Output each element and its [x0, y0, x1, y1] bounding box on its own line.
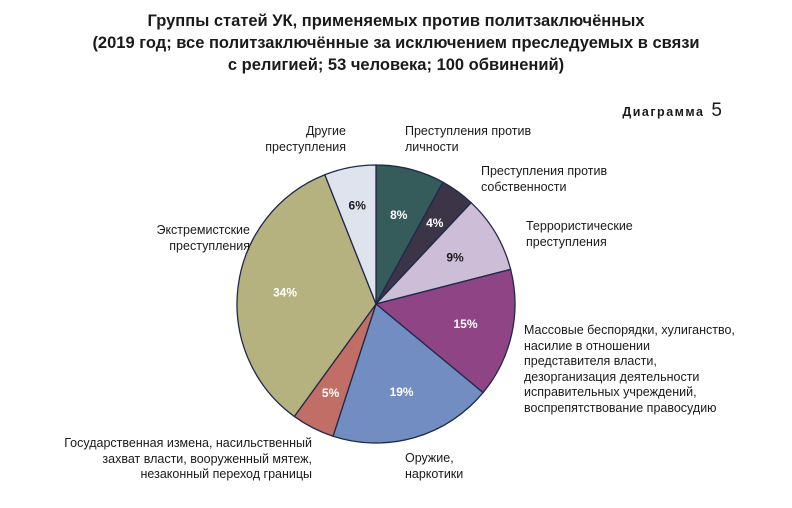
value-label-weapons: 19%: [390, 385, 414, 399]
category-label-weapons: Оружие, наркотики: [405, 451, 464, 481]
pie-slice-other: [323, 164, 377, 305]
value-label-terrorism: 9%: [446, 250, 464, 264]
category-label-riots: Массовые беспорядки, хулиганство, насили…: [524, 323, 735, 415]
category-label-extremism: Экстремистские преступления: [156, 223, 250, 253]
pie-slice-weapons: [332, 302, 485, 444]
value-label-extremism: 34%: [273, 286, 297, 300]
pie-slice-extremism: [236, 173, 377, 418]
value-label-treason: 5%: [322, 386, 340, 400]
chart-title: Группы статей УК, применяемых против пол…: [0, 10, 792, 76]
value-label-riots: 15%: [453, 317, 477, 331]
category-label-terrorism: Террористические преступления: [526, 219, 633, 249]
category-label-person: Преступления против личности: [405, 124, 532, 154]
category-label-treason: Государственная измена, насильственный з…: [64, 436, 312, 481]
diagram-label-word: Диаграмма: [622, 105, 705, 119]
value-label-property: 4%: [426, 216, 444, 230]
chart-title-line-3: с религией; 53 человека; 100 обвинений): [227, 56, 565, 74]
chart-title-line-1: Группы статей УК, применяемых против пол…: [147, 12, 645, 30]
value-label-other: 6%: [349, 199, 367, 213]
diagram-label: Диаграмма 5: [622, 100, 722, 122]
pie-slice-riots: [374, 268, 516, 394]
value-label-person: 8%: [390, 208, 408, 222]
chart-title-line-2: (2019 год; все политзаключённые за исклю…: [92, 34, 700, 52]
category-label-property: Преступления против собственности: [481, 164, 608, 194]
diagram-label-number: 5: [711, 100, 722, 121]
category-label-other: Другие преступления: [265, 124, 346, 154]
pie-slice-terrorism: [373, 201, 512, 306]
